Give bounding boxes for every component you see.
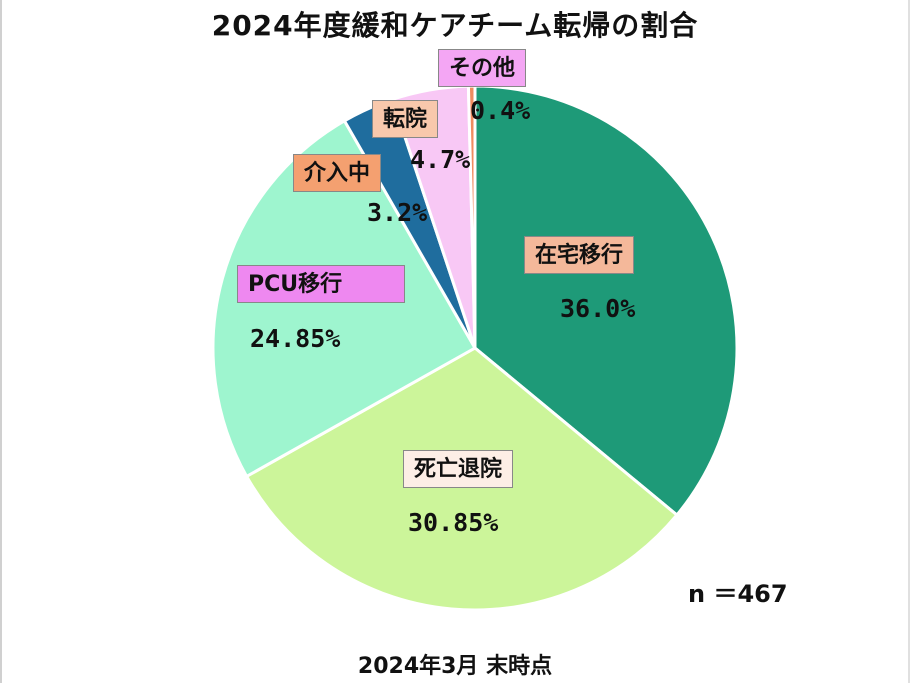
slice-percent-other: 0.4% xyxy=(470,96,531,125)
pie-slice-home-care xyxy=(473,84,739,518)
slice-percent-transfer: 4.7% xyxy=(410,145,471,174)
slice-label-other: その他 xyxy=(438,49,527,87)
slice-percent-intervening: 3.2% xyxy=(367,198,428,227)
slice-label-transfer: 転院 xyxy=(372,100,439,138)
slice-percent-death-discharge: 30.85% xyxy=(408,508,499,537)
slice-percent-pcu: 24.85% xyxy=(250,324,341,353)
slice-label-death-discharge: 死亡退院 xyxy=(403,450,514,488)
slice-label-intervening: 介入中 xyxy=(293,154,382,192)
sample-size-label: n ＝467 xyxy=(688,580,788,608)
frame-border-right xyxy=(908,0,910,683)
chart-title: 2024年度緩和ケアチーム転帰の割合 xyxy=(211,9,699,42)
slice-label-pcu: PCU移行 xyxy=(237,265,405,303)
slice-label-home-care: 在宅移行 xyxy=(524,236,635,274)
frame-border-left xyxy=(0,0,2,683)
date-note: 2024年3月 末時点 xyxy=(357,654,553,679)
slice-percent-home-care: 36.0% xyxy=(560,294,636,323)
